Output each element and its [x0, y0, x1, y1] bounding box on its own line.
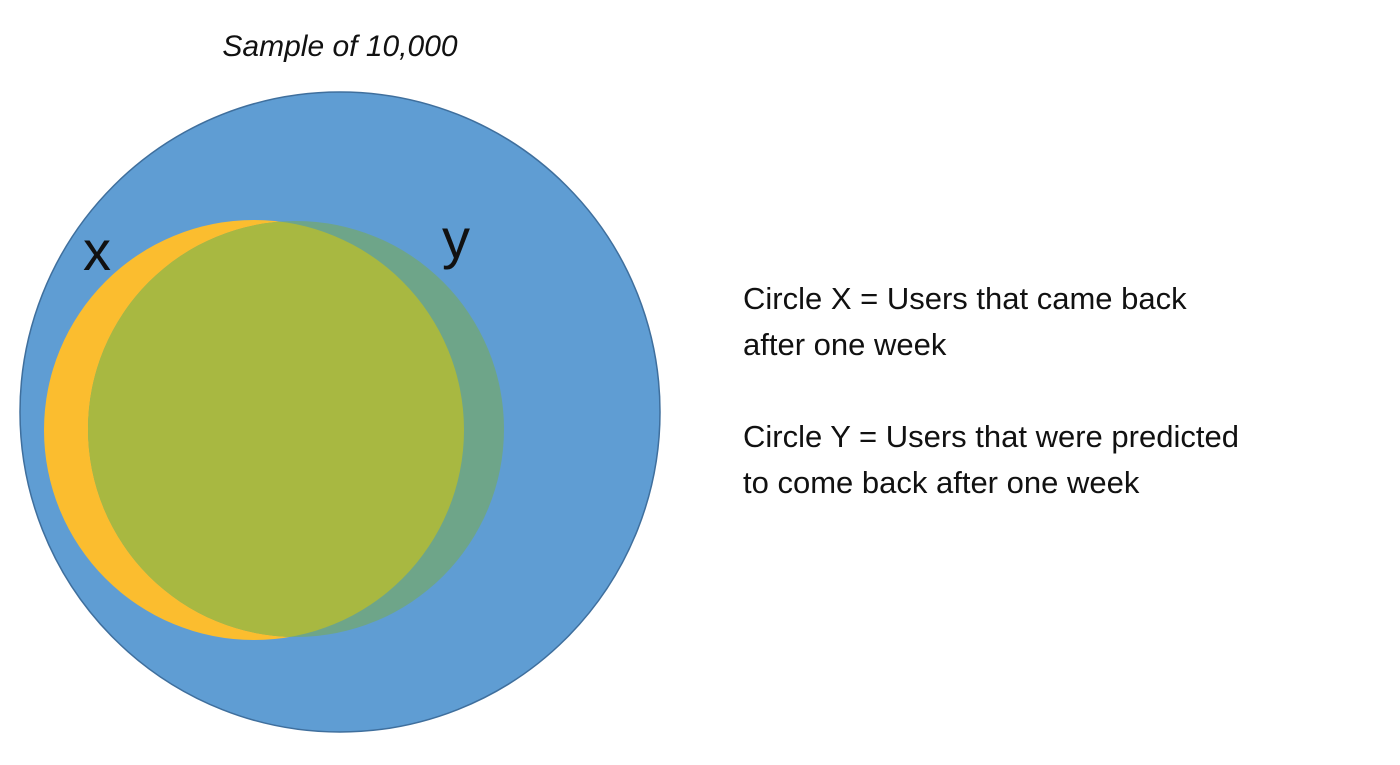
circle-x-label: x — [83, 219, 111, 282]
legend: Circle X = Users that came back after on… — [743, 276, 1363, 552]
circle-y-definition-line-1: Circle Y = Users that were predicted — [743, 419, 1239, 454]
overlap-region — [88, 221, 464, 637]
circle-y-label: y — [442, 207, 470, 270]
circle-x-legend-entry: Circle X = Users that came back after on… — [743, 276, 1363, 368]
sample-title: Sample of 10,000 — [222, 30, 457, 63]
circle-y-definition-line-2: to come back after one week — [743, 465, 1140, 500]
circle-x-definition-line-1: Circle X = Users that came back — [743, 281, 1187, 316]
circle-y-legend-entry: Circle Y = Users that were predicted to … — [743, 414, 1363, 506]
circle-x-definition-line-2: after one week — [743, 327, 947, 362]
